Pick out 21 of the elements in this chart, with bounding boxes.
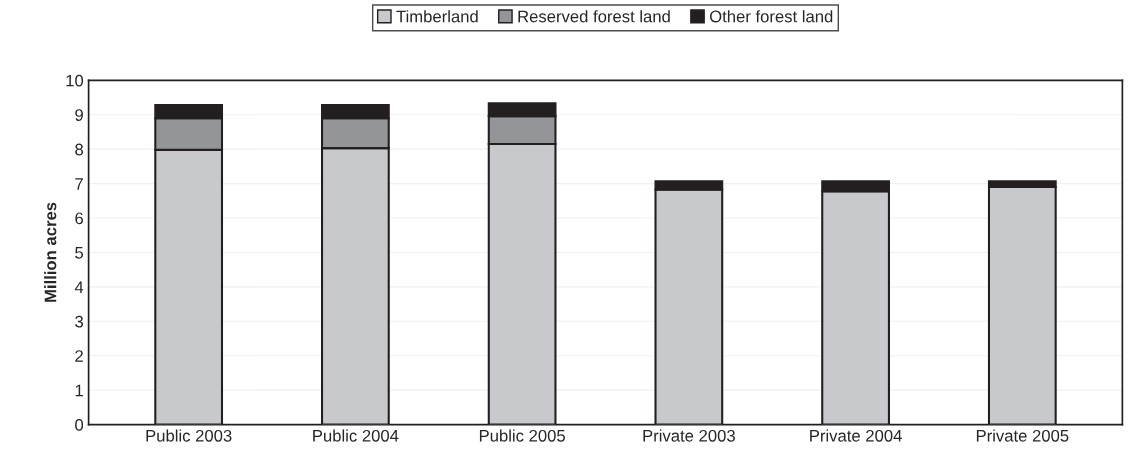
y-tick-label: 10 xyxy=(66,74,84,87)
x-tick-label: Private 2004 xyxy=(810,429,902,442)
x-tick-label: Public 2005 xyxy=(479,429,565,442)
y-tick-label: 6 xyxy=(75,212,84,225)
y-tick-label: 5 xyxy=(75,247,84,259)
y-tick-label: 2 xyxy=(75,350,83,362)
y-tick-label: 0 xyxy=(75,418,84,431)
y-axis-title: Million acres xyxy=(44,202,57,302)
x-tick-label: Public 2004 xyxy=(313,429,399,442)
y-tick-label: 7 xyxy=(75,178,83,190)
y-tick-label: 8 xyxy=(75,143,84,156)
x-tick-label: Public 2003 xyxy=(146,429,232,442)
legend-label: Reserved forest land xyxy=(518,10,670,23)
y-tick-label: 3 xyxy=(75,315,84,328)
legend-label: Timberland xyxy=(396,10,478,23)
y-tick-label: 4 xyxy=(74,281,84,293)
x-tick-label: Private 2005 xyxy=(976,429,1069,442)
legend-label: Other forest land xyxy=(709,10,833,23)
x-tick-label: Private 2003 xyxy=(643,429,735,442)
y-tick-label: 1 xyxy=(75,384,83,397)
y-tick-label: 9 xyxy=(75,109,83,121)
